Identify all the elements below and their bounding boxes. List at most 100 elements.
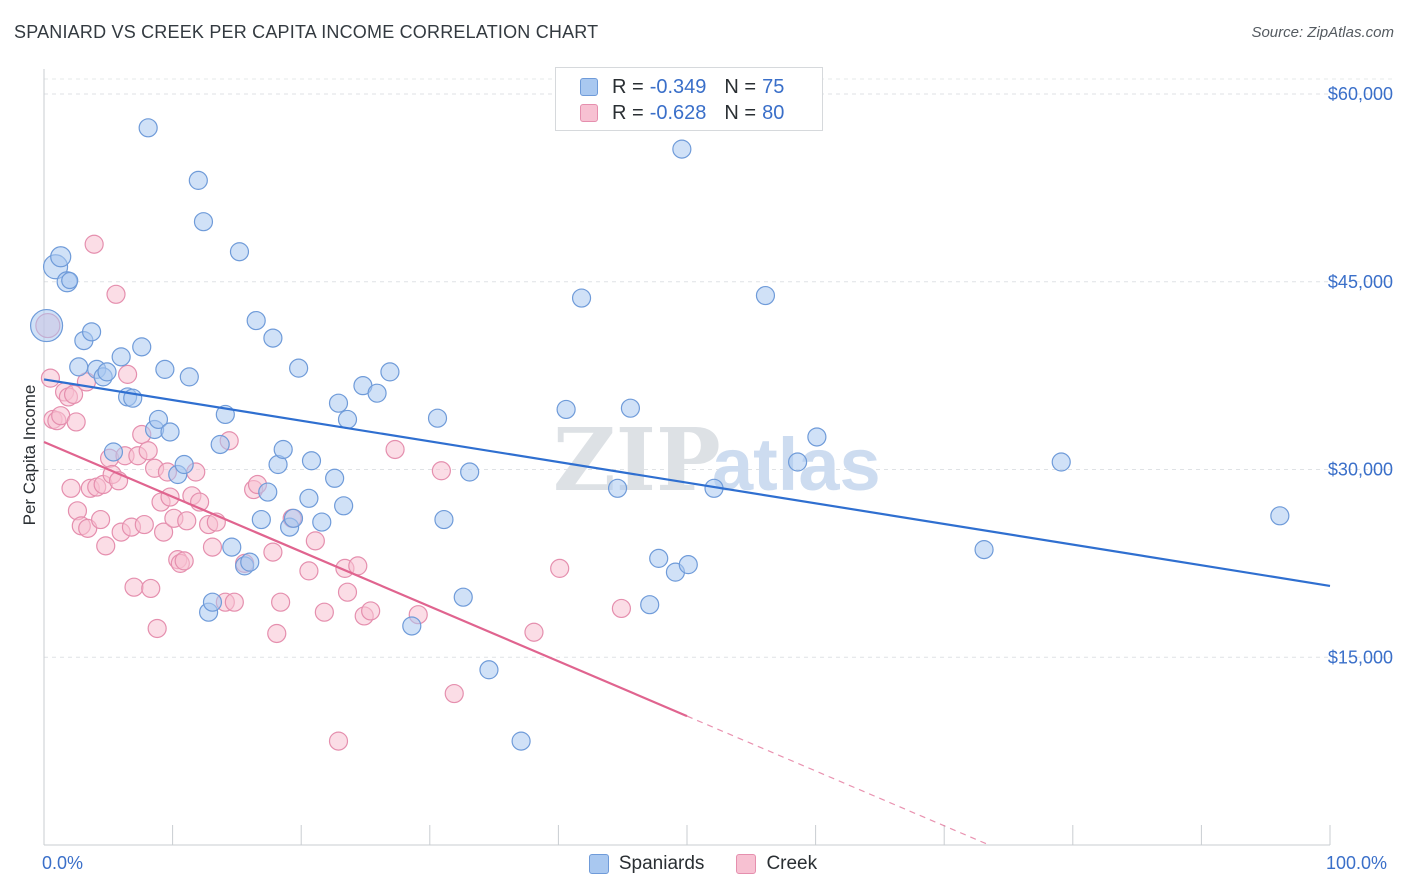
creek-point <box>147 618 167 639</box>
creek-point <box>84 234 104 254</box>
creek-point <box>431 461 451 481</box>
watermark-zip: ZIP <box>553 410 721 511</box>
spaniards-point <box>289 358 309 378</box>
spaniards-point <box>334 496 354 516</box>
creek-point <box>202 537 223 557</box>
spaniards-point <box>81 322 102 342</box>
spaniards-point <box>460 462 480 482</box>
spaniards-point <box>258 482 278 502</box>
spaniards-point <box>103 442 124 462</box>
creek-trend-extension <box>686 715 990 846</box>
spaniards-point <box>640 595 660 615</box>
x-tick-label-max: 100.0% <box>1326 853 1388 873</box>
creek-point <box>141 578 161 599</box>
creek-point <box>117 364 138 384</box>
spaniards-point <box>312 512 332 532</box>
legend-label-spaniards: Spaniards <box>618 853 705 874</box>
legend-swatch-creek <box>736 854 757 874</box>
spaniards-point <box>61 271 79 290</box>
creek-point <box>40 368 61 388</box>
spaniards-point <box>69 357 89 377</box>
y-tick-label: $60,000 <box>1328 84 1393 104</box>
legend-swatch-spaniards <box>580 78 598 96</box>
spaniards-point <box>1270 506 1290 526</box>
spaniards-point <box>453 587 473 607</box>
spaniards-point <box>434 509 454 530</box>
legend-item-creek[interactable]: Creek <box>736 853 817 875</box>
spaniards-point <box>427 408 448 428</box>
legend-n-value: 75 <box>762 75 785 98</box>
spaniards-point <box>402 616 422 636</box>
spaniards-point <box>251 509 271 530</box>
spaniards-point <box>155 359 175 379</box>
legend-n-value: 80 <box>762 101 785 124</box>
spaniards-point <box>1051 452 1071 472</box>
spaniards-point <box>273 439 293 460</box>
creek-point <box>524 622 544 642</box>
spaniards-point <box>337 409 358 430</box>
stats-legend: R = -0.349 N = 75 R = -0.628 N = 80 <box>555 67 823 131</box>
spaniards-point <box>29 308 64 343</box>
spaniards-point <box>301 451 322 471</box>
spaniards-trend-line <box>43 378 1331 588</box>
legend-label-creek: Creek <box>766 853 818 874</box>
spaniards-point <box>511 731 531 751</box>
creek-point <box>305 531 325 551</box>
spaniards-point <box>210 434 230 455</box>
creek-point <box>90 509 111 530</box>
spaniards-point <box>325 468 345 488</box>
spaniards-point <box>111 347 131 367</box>
spaniards-point <box>97 362 117 382</box>
spaniards-points <box>29 118 1290 751</box>
creek-trend-line <box>43 440 688 718</box>
creek-point <box>63 384 84 405</box>
spaniards-point <box>787 452 808 472</box>
creek-point <box>134 514 154 535</box>
legend-n-label: N = <box>724 75 757 98</box>
legend-n-label: N = <box>724 101 757 124</box>
spaniards-point <box>672 139 692 159</box>
spaniards-point <box>160 422 180 442</box>
creek-point <box>611 598 632 619</box>
spaniards-point <box>607 478 628 498</box>
creek-point <box>267 623 287 644</box>
spaniards-point <box>299 488 319 508</box>
spaniards-point <box>222 537 242 557</box>
legend-item-spaniards[interactable]: Spaniards <box>588 853 705 875</box>
spaniards-point <box>367 383 387 403</box>
creek-point <box>314 602 334 622</box>
creek-point <box>138 441 158 461</box>
spaniards-point <box>148 409 169 430</box>
creek-point <box>61 478 81 498</box>
y-tick-labels: $15,000 $30,000 $45,000 $60,000 <box>1328 84 1393 667</box>
spaniards-point <box>807 427 827 447</box>
spaniards-point <box>974 540 994 560</box>
spaniards-point <box>328 393 349 413</box>
spaniards-point <box>138 118 158 138</box>
creek-point <box>444 683 464 704</box>
y-axis-label: Per Capita Income <box>20 384 39 526</box>
creek-point <box>106 284 126 304</box>
spaniards-point <box>263 328 283 348</box>
legend-row-spaniards: R = -0.349 N = 75 <box>580 75 784 99</box>
spaniards-point <box>174 454 194 475</box>
creek-point <box>66 412 86 432</box>
legend-r-label: R = <box>612 75 644 98</box>
creek-point <box>177 511 197 531</box>
axes <box>43 69 1331 846</box>
spaniards-point <box>380 362 400 382</box>
spaniards-point <box>678 555 698 575</box>
spaniards-point <box>132 337 152 357</box>
creek-point <box>299 561 319 581</box>
spaniards-point <box>649 548 669 568</box>
creek-point <box>271 592 291 612</box>
spaniards-point <box>283 508 304 528</box>
creek-point <box>337 582 358 602</box>
spaniards-point <box>50 246 72 268</box>
legend-r-label: R = <box>612 101 644 124</box>
spaniards-point <box>479 660 499 680</box>
creek-point <box>328 731 349 751</box>
source-credit: Source: ZipAtlas.com <box>1251 24 1394 41</box>
creek-point <box>224 592 244 612</box>
